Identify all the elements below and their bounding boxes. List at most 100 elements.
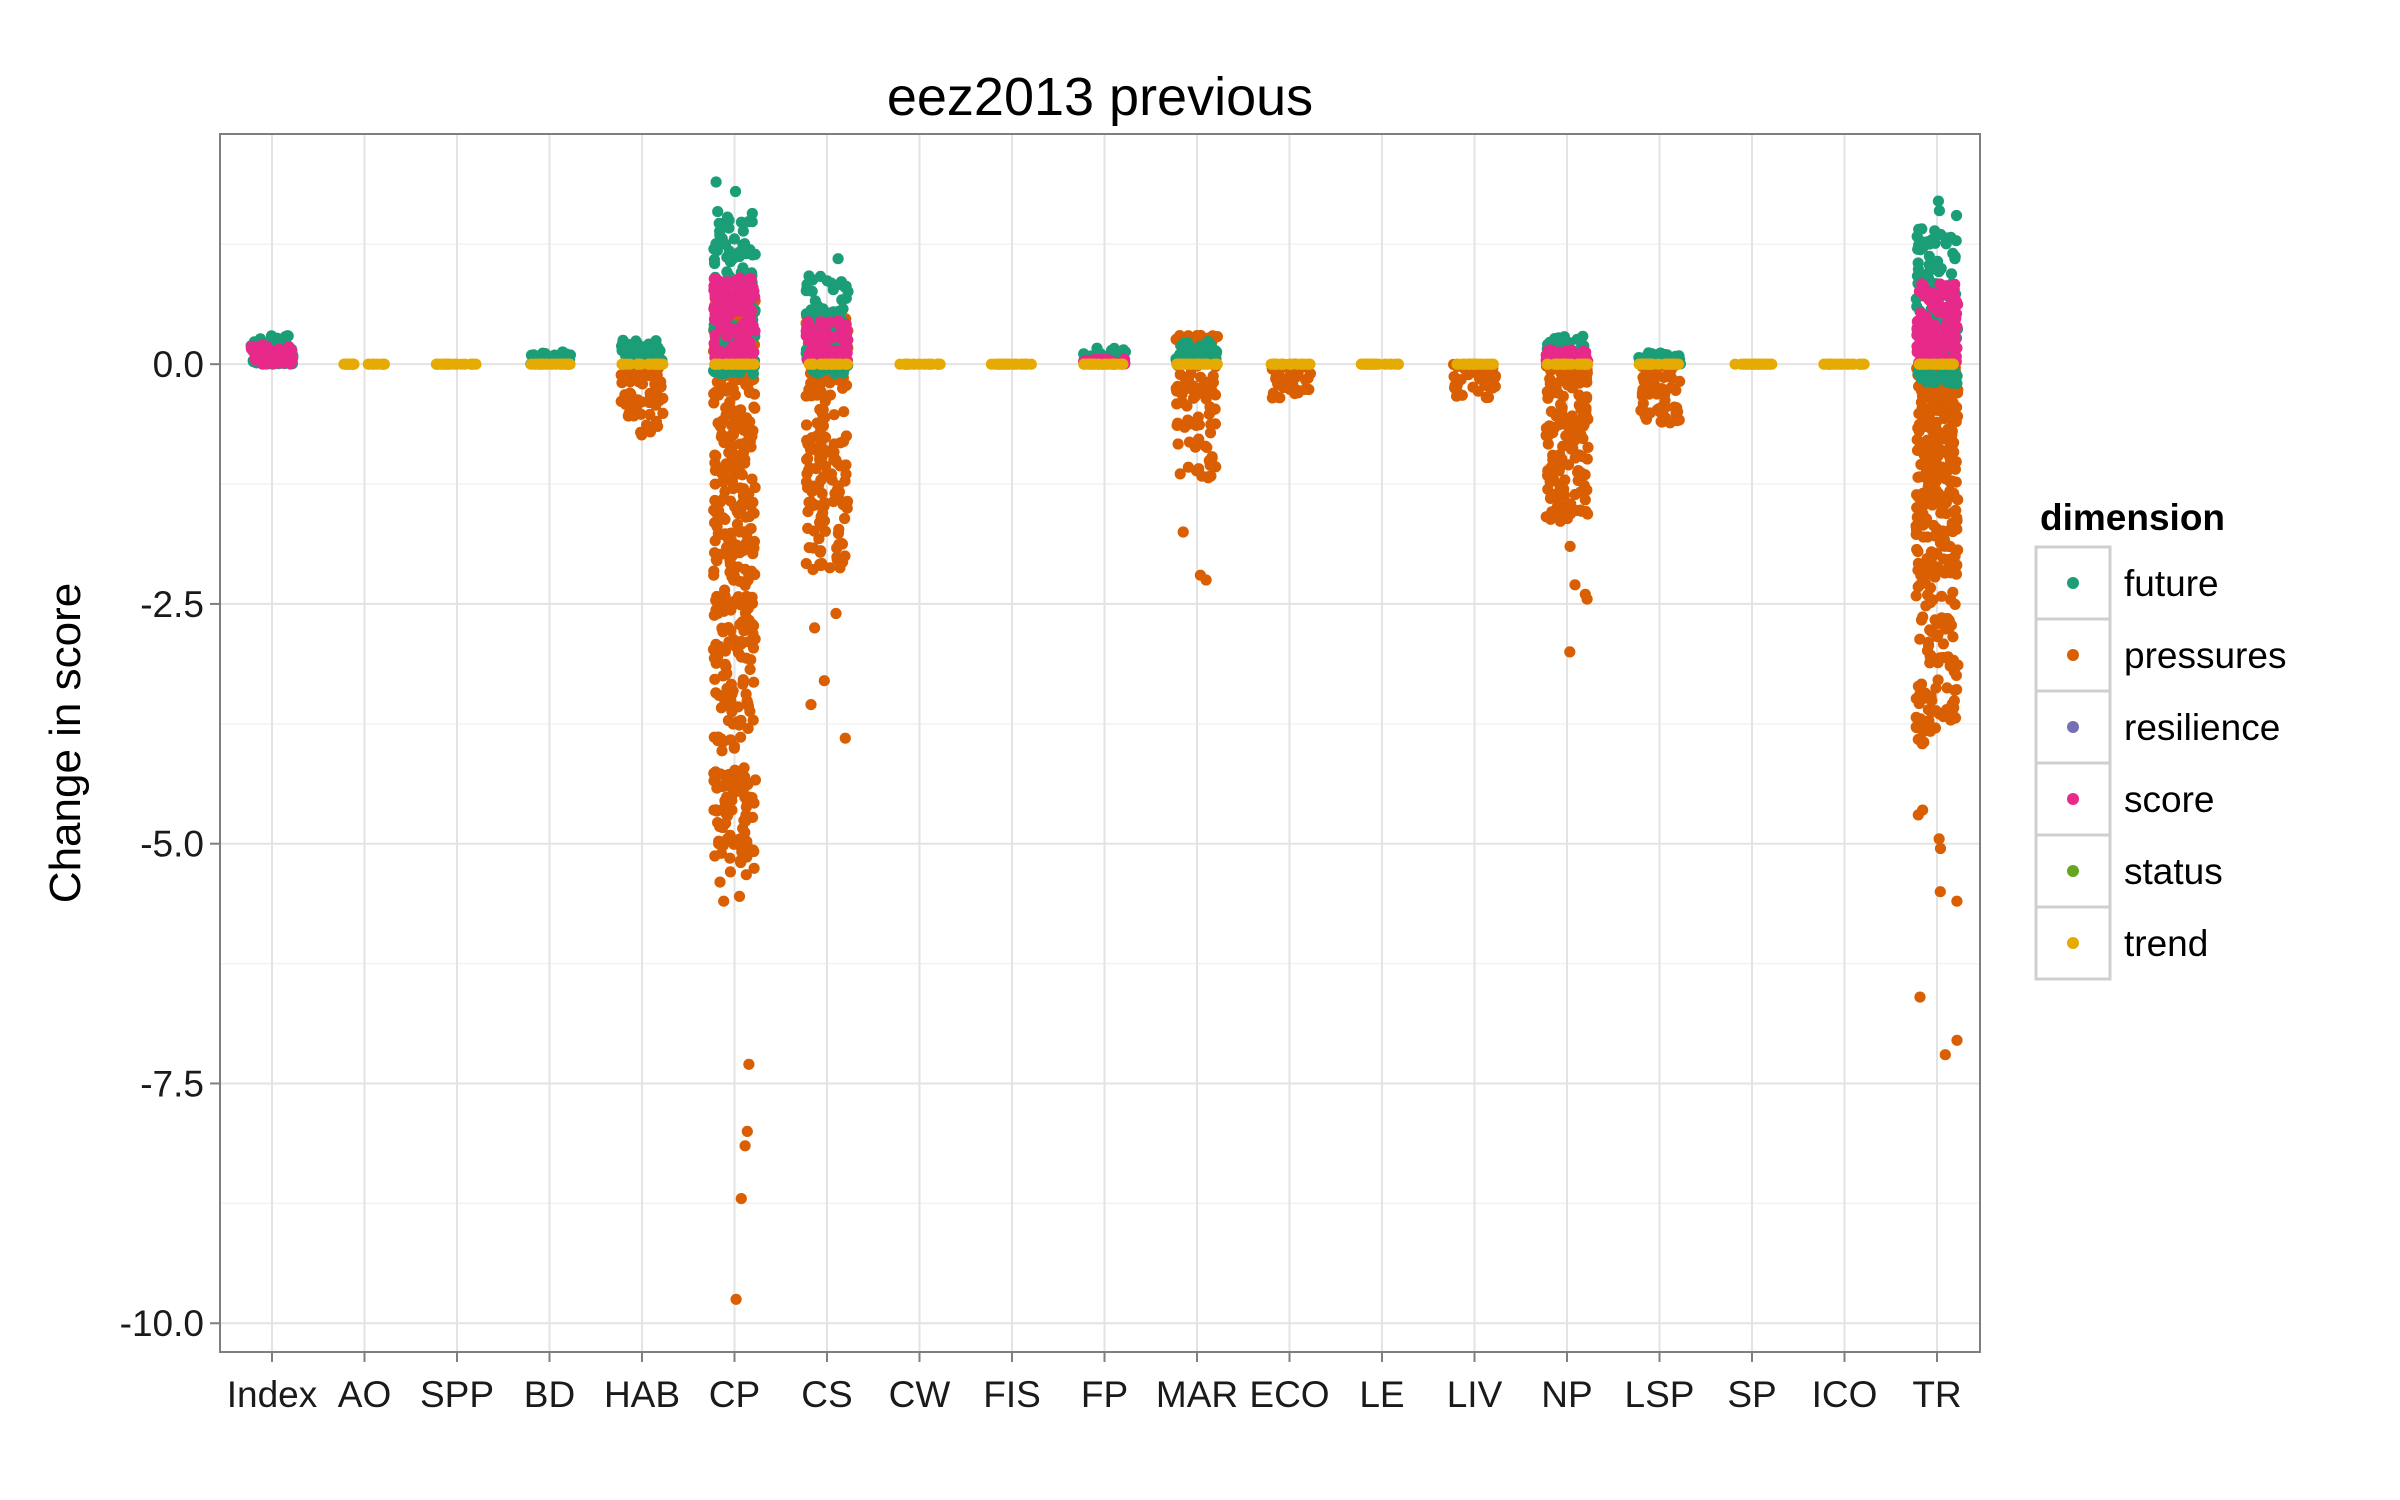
pressures-point bbox=[1935, 507, 1947, 519]
pressures-point bbox=[1455, 374, 1467, 386]
pressures-point bbox=[1917, 531, 1929, 543]
future-point bbox=[842, 286, 854, 298]
pressures-point bbox=[839, 512, 851, 525]
pressures-point bbox=[1171, 385, 1183, 397]
pressures-point bbox=[1456, 389, 1468, 401]
score-point bbox=[747, 345, 759, 357]
pressures-point bbox=[748, 569, 760, 581]
x-tick-label: SPP bbox=[420, 1374, 494, 1415]
pressures-point bbox=[1926, 499, 1938, 511]
pressures-point bbox=[1952, 494, 1964, 506]
pressures-point bbox=[1569, 425, 1581, 437]
pressures-point bbox=[1924, 596, 1937, 609]
score-point bbox=[747, 281, 759, 294]
pressures-point bbox=[1910, 693, 1922, 705]
trend-point bbox=[1636, 358, 1648, 370]
plot-border bbox=[219, 133, 1981, 1353]
trend-point bbox=[1541, 358, 1553, 370]
score-point bbox=[739, 327, 752, 339]
pressures-point bbox=[1912, 546, 1924, 558]
pressures-point bbox=[1951, 684, 1963, 696]
trend-point bbox=[1392, 358, 1404, 370]
future-point bbox=[616, 340, 628, 352]
x-axis: Index AO SPP BD HAB CP CS CW FIS FP MAR ECO LE LIV NP L… bbox=[227, 1352, 1962, 1415]
y-tick-label: 0.0 bbox=[153, 344, 204, 385]
pressures-point bbox=[828, 438, 840, 450]
pressures-point bbox=[732, 838, 744, 850]
future-point bbox=[737, 225, 749, 237]
pressures-point bbox=[1581, 367, 1593, 379]
pressures-point bbox=[747, 714, 759, 726]
pressures-point bbox=[735, 635, 747, 648]
pressures-point bbox=[1542, 483, 1554, 495]
score-point bbox=[1920, 329, 1932, 341]
future-point bbox=[803, 270, 815, 282]
trend-point bbox=[1085, 358, 1097, 370]
pressures-point bbox=[1910, 590, 1922, 602]
score-point bbox=[1946, 292, 1958, 304]
pressures-point bbox=[839, 732, 851, 744]
pressures-point bbox=[827, 495, 840, 508]
pressures-point bbox=[805, 496, 817, 508]
score-point bbox=[1936, 287, 1948, 299]
legend-label-resilience: resilience bbox=[2124, 707, 2280, 748]
score-point bbox=[1942, 313, 1954, 325]
pressures-point bbox=[1555, 398, 1567, 410]
pressures-point bbox=[1172, 438, 1184, 450]
pressures-point bbox=[1946, 439, 1959, 451]
pressures-point bbox=[819, 460, 832, 472]
trend-point bbox=[430, 358, 442, 370]
pressures-point bbox=[1204, 401, 1216, 413]
pressures-point bbox=[710, 554, 722, 566]
pressures-point bbox=[644, 370, 656, 382]
future-point bbox=[823, 307, 835, 319]
future-point bbox=[729, 185, 742, 198]
pressures-point bbox=[1914, 633, 1926, 645]
plot-panel bbox=[220, 134, 1980, 1352]
pressures-point bbox=[740, 379, 752, 391]
future-point bbox=[1091, 342, 1103, 354]
pressures-point bbox=[1653, 406, 1666, 418]
pressures-point bbox=[1918, 449, 1930, 461]
x-tick-label: CW bbox=[889, 1374, 951, 1415]
pressures-point bbox=[743, 510, 756, 523]
x-tick-label: Index bbox=[227, 1374, 318, 1415]
pressures-point bbox=[833, 486, 846, 498]
pressures-point bbox=[720, 817, 732, 829]
future-point bbox=[1184, 344, 1196, 356]
pressures-point bbox=[707, 643, 720, 656]
pressures-point bbox=[1576, 505, 1588, 517]
pressures-point bbox=[1938, 495, 1950, 507]
future-point bbox=[1949, 253, 1961, 265]
pressures-point bbox=[721, 699, 733, 711]
future-point bbox=[647, 339, 659, 351]
pressures-point bbox=[723, 536, 735, 548]
pressures-point bbox=[718, 804, 730, 817]
pressures-point bbox=[1564, 646, 1576, 658]
pressures-point bbox=[1553, 465, 1565, 477]
score-point bbox=[1942, 302, 1954, 314]
pressures-point bbox=[739, 563, 751, 576]
trend-point bbox=[1458, 358, 1470, 370]
pressures-point bbox=[721, 833, 733, 845]
pressures-point bbox=[735, 1193, 747, 1205]
pressures-point bbox=[712, 817, 724, 829]
pressures-point bbox=[748, 862, 760, 874]
trend-point bbox=[377, 358, 389, 370]
future-point bbox=[1932, 195, 1944, 207]
trend-point bbox=[1197, 358, 1209, 370]
pressures-point bbox=[1946, 698, 1958, 710]
legend-label-trend: trend bbox=[2124, 923, 2208, 964]
x-tick-label: LIV bbox=[1447, 1374, 1503, 1415]
future-point bbox=[1930, 261, 1942, 273]
pressures-point bbox=[1939, 623, 1951, 635]
future-point bbox=[708, 254, 721, 266]
score-point bbox=[1911, 329, 1923, 341]
score-point bbox=[721, 308, 733, 320]
score-point bbox=[1934, 328, 1946, 340]
score-point bbox=[724, 323, 737, 335]
x-tick-label: AO bbox=[338, 1374, 391, 1415]
pressures-point bbox=[740, 809, 752, 821]
trend-point bbox=[1379, 358, 1391, 370]
future-point bbox=[713, 217, 725, 229]
